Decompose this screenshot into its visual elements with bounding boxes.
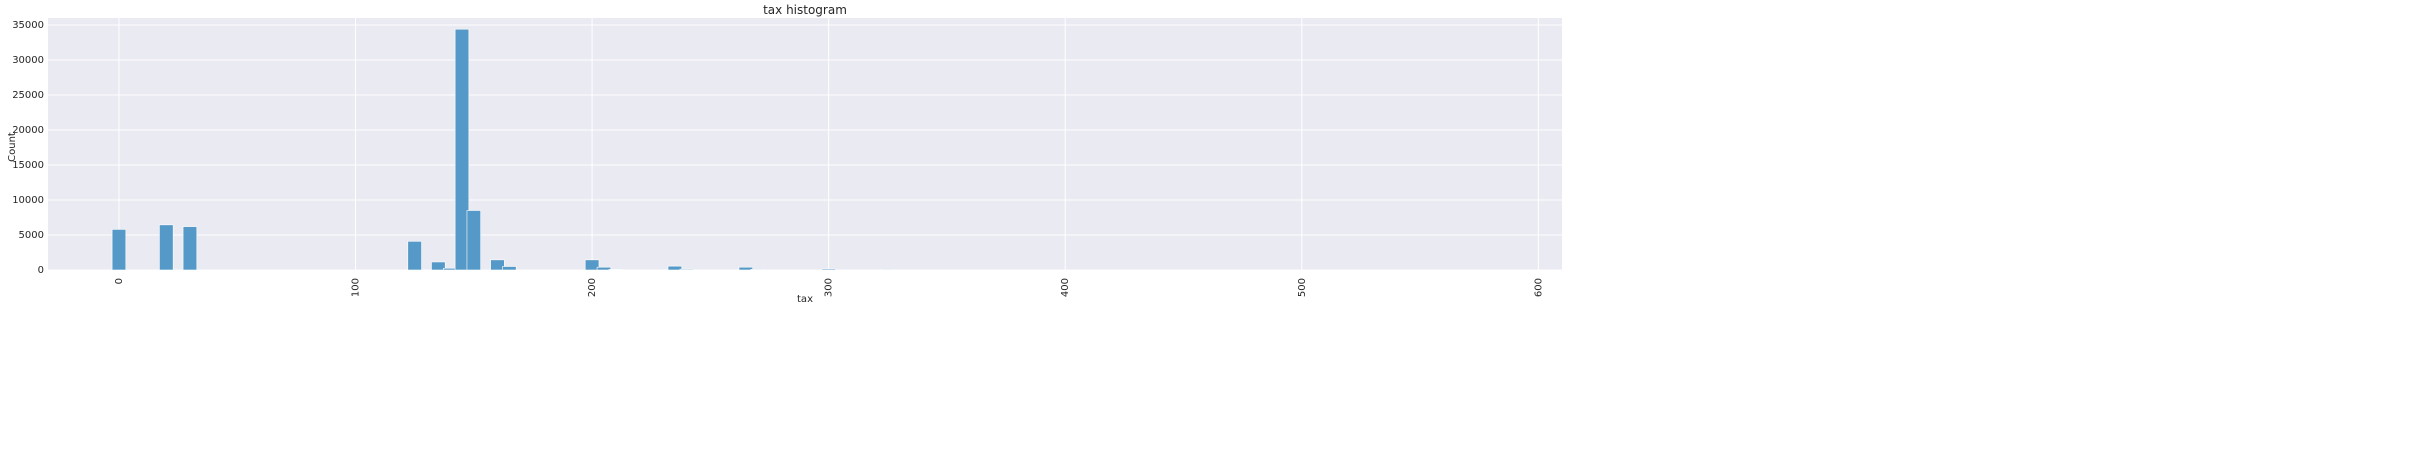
histogram-bar bbox=[431, 261, 446, 271]
y-tick-label: 5000 bbox=[19, 230, 44, 241]
x-tick-label: 600 bbox=[1533, 278, 1544, 297]
x-axis-label: tax bbox=[797, 294, 813, 305]
histogram-bar bbox=[880, 268, 895, 271]
y-tick-label: 15000 bbox=[12, 160, 44, 171]
y-axis-label: Count bbox=[7, 132, 18, 162]
x-tick-label: 100 bbox=[351, 278, 362, 297]
histogram-bar bbox=[182, 226, 198, 271]
y-tick-label: 25000 bbox=[12, 90, 44, 101]
histogram-bar bbox=[159, 224, 174, 271]
y-tick-labels: 0 5000 10000 15000 20000 25000 30000 35000 bbox=[12, 20, 44, 276]
histogram-bar bbox=[111, 229, 127, 271]
x-tick-label: 0 bbox=[114, 278, 125, 284]
x-tick-label: 500 bbox=[1297, 278, 1308, 297]
y-tick-label: 10000 bbox=[12, 195, 44, 206]
histogram-bar bbox=[454, 28, 470, 271]
histogram-bar bbox=[584, 259, 600, 271]
x-tick-labels: 0 100 200 300 400 500 600 bbox=[114, 278, 1544, 297]
gridlines bbox=[48, 18, 1562, 271]
histogram-bar bbox=[466, 210, 481, 271]
y-tick-label: 30000 bbox=[12, 55, 44, 66]
histogram-bar bbox=[679, 268, 694, 271]
y-tick-label: 35000 bbox=[12, 20, 44, 31]
histogram-bar bbox=[750, 268, 765, 271]
histogram-bar bbox=[821, 268, 836, 271]
y-tick-label: 0 bbox=[38, 265, 44, 276]
bars bbox=[111, 28, 895, 271]
histogram-bar bbox=[608, 269, 623, 271]
histogram-bar bbox=[667, 265, 683, 271]
x-tick-label: 300 bbox=[824, 278, 835, 297]
histogram-bar bbox=[407, 241, 422, 271]
y-tick-label: 20000 bbox=[12, 125, 44, 136]
histogram-bar bbox=[738, 266, 754, 271]
histogram-bar bbox=[596, 266, 612, 271]
x-tick-label: 200 bbox=[587, 278, 598, 297]
plot-background bbox=[48, 18, 1562, 270]
x-tick-label: 400 bbox=[1060, 278, 1071, 297]
histogram-bar bbox=[502, 266, 517, 271]
chart-title: tax histogram bbox=[763, 3, 847, 17]
histogram-bar bbox=[490, 259, 505, 271]
